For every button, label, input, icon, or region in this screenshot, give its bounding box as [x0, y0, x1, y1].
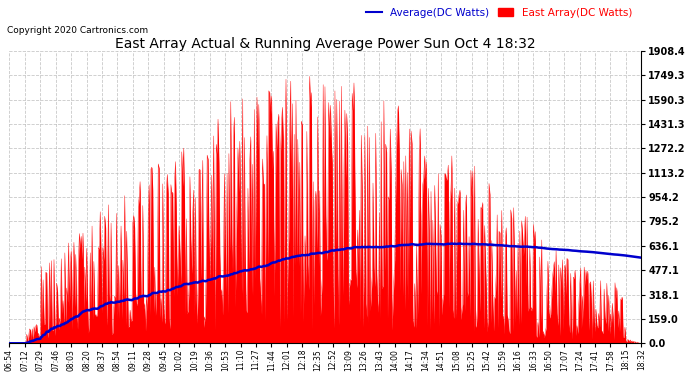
Text: Copyright 2020 Cartronics.com: Copyright 2020 Cartronics.com	[7, 26, 148, 35]
Legend: Average(DC Watts), East Array(DC Watts): Average(DC Watts), East Array(DC Watts)	[362, 3, 636, 22]
Title: East Array Actual & Running Average Power Sun Oct 4 18:32: East Array Actual & Running Average Powe…	[115, 37, 535, 51]
